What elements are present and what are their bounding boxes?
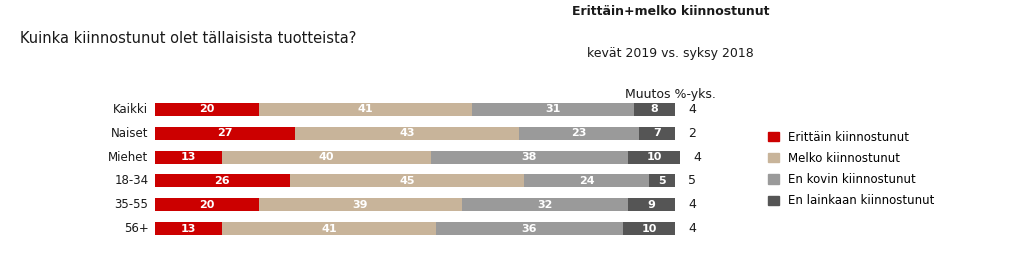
Text: Naiset: Naiset (111, 127, 148, 140)
Text: 40: 40 (318, 152, 334, 162)
Text: 38: 38 (522, 152, 538, 162)
Bar (629, 198, 675, 211)
Bar (649, 174, 675, 187)
Text: Muutos %-yks.: Muutos %-yks. (626, 88, 716, 101)
Bar (634, 103, 675, 116)
Bar (519, 127, 639, 140)
Text: 9: 9 (648, 200, 655, 210)
Bar (155, 222, 222, 235)
Text: 35-55: 35-55 (115, 198, 148, 211)
Text: 13: 13 (181, 152, 197, 162)
Bar (155, 103, 259, 116)
Bar (436, 222, 624, 235)
Text: 5: 5 (658, 176, 666, 186)
Text: 4: 4 (688, 222, 696, 235)
Text: 4: 4 (688, 198, 696, 211)
Bar (462, 198, 629, 211)
Text: 56+: 56+ (124, 222, 148, 235)
Text: 43: 43 (399, 128, 415, 138)
Bar (259, 103, 472, 116)
Text: 4: 4 (688, 103, 696, 116)
Text: Kaikki: Kaikki (114, 103, 148, 116)
Text: Kuinka kiinnostunut olet tällaisista tuotteista?: Kuinka kiinnostunut olet tällaisista tuo… (20, 31, 356, 46)
Bar (222, 151, 430, 164)
Text: 13: 13 (181, 224, 197, 234)
Text: 39: 39 (352, 200, 368, 210)
Text: 8: 8 (650, 104, 658, 114)
Bar (629, 151, 680, 164)
Bar (222, 222, 436, 235)
Text: 31: 31 (545, 104, 560, 114)
Text: 32: 32 (538, 200, 553, 210)
Bar (472, 103, 634, 116)
Text: 41: 41 (357, 104, 374, 114)
Text: kevät 2019 vs. syksy 2018: kevät 2019 vs. syksy 2018 (588, 47, 754, 60)
Text: 36: 36 (521, 224, 538, 234)
Text: 10: 10 (647, 152, 663, 162)
Text: Erittäin+melko kiinnostunut: Erittäin+melko kiinnostunut (572, 5, 769, 18)
Bar (259, 198, 462, 211)
Text: 41: 41 (322, 224, 337, 234)
Bar (624, 222, 675, 235)
Text: 5: 5 (688, 174, 696, 187)
Text: 23: 23 (571, 128, 587, 138)
Bar (524, 174, 649, 187)
Bar (155, 151, 222, 164)
Text: 7: 7 (653, 128, 660, 138)
Text: 20: 20 (199, 104, 214, 114)
Text: 27: 27 (217, 128, 232, 138)
Bar (639, 127, 675, 140)
Legend: Erittäin kiinnostunut, Melko kiinnostunut, En kovin kiinnostunut, En lainkaan ki: Erittäin kiinnostunut, Melko kiinnostunu… (768, 131, 935, 207)
Bar (430, 151, 629, 164)
Text: Miehet: Miehet (109, 151, 148, 164)
Text: 10: 10 (641, 224, 656, 234)
Bar (155, 198, 259, 211)
Text: 45: 45 (399, 176, 415, 186)
Bar (155, 174, 290, 187)
Bar (290, 174, 524, 187)
Bar (295, 127, 519, 140)
Text: 20: 20 (199, 200, 214, 210)
Text: 4: 4 (693, 151, 701, 164)
Text: 24: 24 (579, 176, 595, 186)
Text: 2: 2 (688, 127, 696, 140)
Bar (155, 127, 295, 140)
Text: 26: 26 (215, 176, 230, 186)
Text: 18-34: 18-34 (115, 174, 148, 187)
